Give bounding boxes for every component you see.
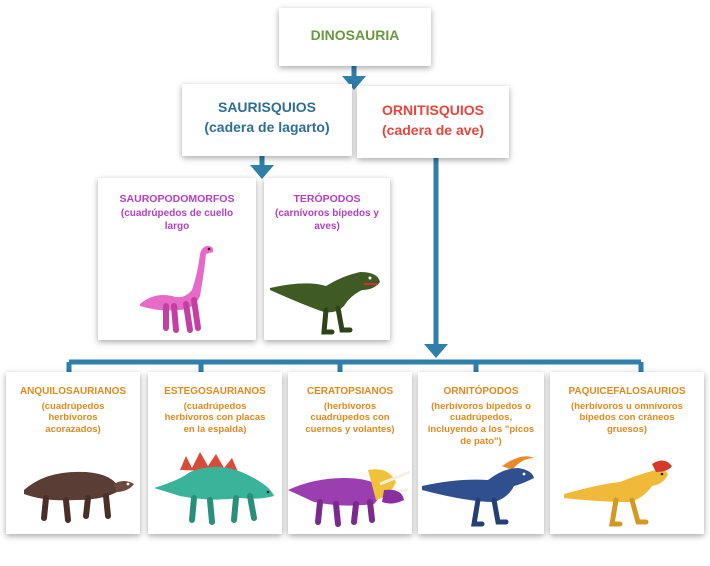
root-node: DINOSAURIA xyxy=(279,8,431,66)
stegosaur-icon xyxy=(154,452,274,525)
pachycephalosaurs-title: PAQUICEFALOSAURIOS xyxy=(568,386,686,397)
arrow-ornithischia-icon xyxy=(424,344,448,358)
theropod-icon xyxy=(270,272,380,335)
ornithopods-node: ORNITÓPODOS (herbívoros bípedos o cuadrú… xyxy=(418,372,544,534)
ankylosaurs-node: ANQUILOSAURIANOS (cuadrúpedos herbívoros… xyxy=(6,372,140,534)
ceratopsians-title: CERATOPSIANOS xyxy=(306,386,394,397)
arrow-saurischia-icon xyxy=(250,165,274,179)
saurischia-node: SAURISQUIOS (cadera de lagarto) xyxy=(182,84,352,156)
sauropodomorphs-subtitle: (cuadrúpedos de cuello largo xyxy=(120,208,234,232)
sauropodomorphs-title: SAUROPODOMORFOS xyxy=(119,193,235,205)
ornithischia-node: ORNITISQUIOS (cadera de ave) xyxy=(357,86,509,158)
ceratopsians-node: CERATOPSIANOS (herbívoros cuadrúpedos co… xyxy=(288,372,412,534)
ankylosaurs-subtitle: (cuadrúpedos herbívoros acorazados) xyxy=(41,400,105,436)
ornithischia-subtitle: (cadera de ave) xyxy=(382,121,484,138)
stegosaurs-node: ESTEGOSAURIANOS (cuadrúpedos herbívoros … xyxy=(148,372,282,534)
saurischia-title: SAURISQUIOS xyxy=(217,99,316,115)
pachycephalosaurs-node: PAQUICEFALOSAURIOS (herbívoros u omnívor… xyxy=(550,372,704,534)
hadrosaur-icon xyxy=(422,456,534,527)
root-title: DINOSAURIA xyxy=(310,27,400,43)
sauropodomorphs-node: SAUROPODOMORFOS (cuadrúpedos de cuello l… xyxy=(98,178,256,340)
stegosaurs-title: ESTEGOSAURIANOS xyxy=(164,386,266,397)
theropods-node: TERÓPODOS (carnívoros bípedos y aves) xyxy=(264,178,390,340)
ankylosaurs-title: ANQUILOSAURIANOS xyxy=(19,386,127,397)
pachycephalosaurs-subtitle: (herbívoros u omnívoros bípedos con crán… xyxy=(571,400,683,436)
theropods-subtitle: (carnívoros bípedos y aves) xyxy=(275,208,379,232)
ornithischia-title: ORNITISQUIOS xyxy=(382,102,484,118)
ornithopods-subtitle: (herbívoros bípedos o cuadrúpedos, inclu… xyxy=(427,400,535,448)
sauropod-icon xyxy=(140,246,214,333)
stegosaurs-subtitle: (cuadrúpedos herbívoros con placas en la… xyxy=(164,400,266,436)
theropods-title: TERÓPODOS xyxy=(293,193,361,205)
ceratopsians-subtitle: (herbívoros cuadrúpedos con cuernos y vo… xyxy=(305,400,395,436)
ceratopsian-icon xyxy=(288,469,411,527)
ornithopods-title: ORNITÓPODOS xyxy=(443,386,519,397)
ankylosaur-icon xyxy=(24,471,134,523)
saurischia-subtitle: (cadera de lagarto) xyxy=(204,118,330,135)
pachycephalosaur-icon xyxy=(564,460,672,527)
